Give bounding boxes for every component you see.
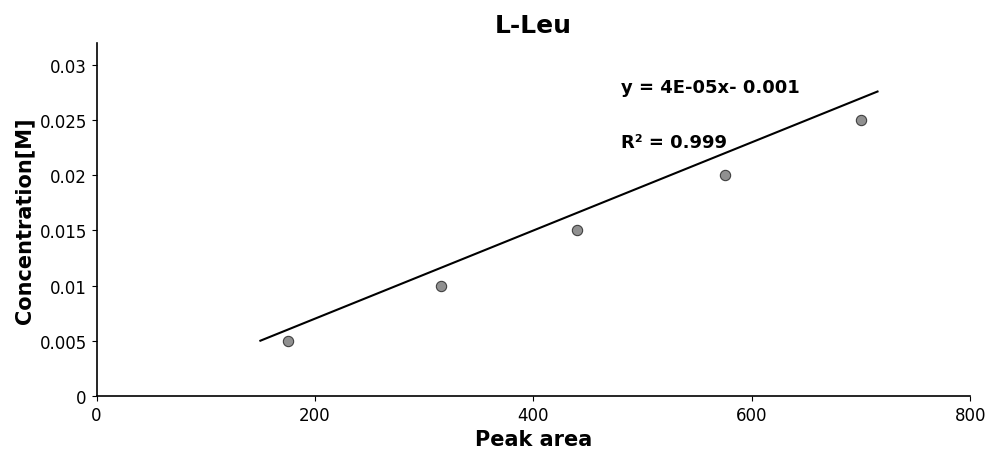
- Point: [853, 117, 869, 125]
- Point: [569, 227, 585, 235]
- Title: L-Leu: L-Leu: [495, 14, 572, 38]
- Y-axis label: Concentration[M]: Concentration[M]: [14, 117, 34, 323]
- X-axis label: Peak area: Peak area: [475, 429, 592, 449]
- Text: y = 4E-05x- 0.001: y = 4E-05x- 0.001: [621, 79, 800, 97]
- Text: R² = 0.999: R² = 0.999: [621, 134, 727, 152]
- Point: [280, 337, 296, 344]
- Point: [717, 172, 733, 180]
- Point: [433, 282, 449, 290]
